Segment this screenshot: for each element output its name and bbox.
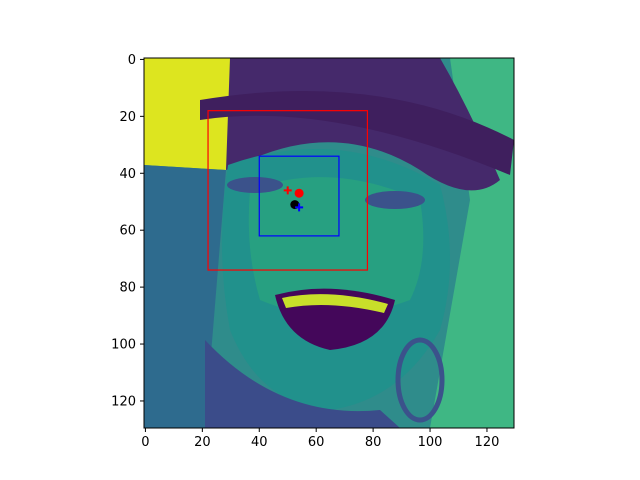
y-axis: 0 20 40 60 80 100 120 [111,53,144,409]
y-tick-label: 40 [119,167,136,182]
x-tick-label: 120 [475,435,500,450]
x-tick-label: 80 [365,435,382,450]
viridis-face-image [144,58,514,428]
y-tick-label: 60 [119,224,136,239]
red-dot-marker [294,188,304,198]
y-tick-label: 120 [111,394,136,409]
point-markers [283,186,304,212]
x-tick-label: 40 [251,435,268,450]
blue-plus-marker [295,203,304,212]
x-axis: 0 20 40 60 80 100 120 [141,428,499,450]
y-tick-label: 80 [119,281,136,296]
y-tick-label: 20 [119,110,136,125]
x-tick-label: 100 [418,435,443,450]
y-tick-label: 0 [128,53,136,68]
axes-frame [143,57,515,429]
x-tick-label: 20 [194,435,211,450]
x-tick-label: 60 [308,435,325,450]
x-tick-label: 0 [141,435,149,450]
red-plus-marker [283,186,292,195]
inner-bounding-box [258,155,340,237]
outer-bounding-box [207,110,369,271]
y-tick-label: 100 [111,338,136,353]
